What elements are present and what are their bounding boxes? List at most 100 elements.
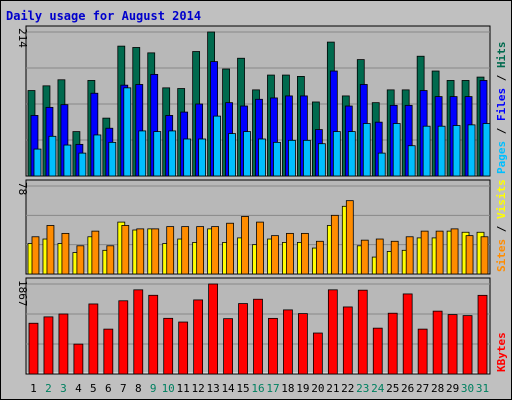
bar-sites-23 <box>360 239 369 275</box>
bar-kbytes-4 <box>73 343 84 375</box>
bar-sites-17 <box>271 235 279 275</box>
bar-kbytes-13 <box>208 283 218 375</box>
bar-pages-3 <box>63 144 72 177</box>
bar-pages-19 <box>303 139 311 177</box>
bar-pages-18 <box>288 139 296 177</box>
legend-sites-visits: Sites / Visits <box>495 179 508 272</box>
x-tick-label-13: 13 <box>206 382 219 395</box>
bar-sites-15 <box>241 216 249 275</box>
bar-sites-12 <box>196 226 205 275</box>
x-tick-label-4: 4 <box>75 382 82 395</box>
bar-pages-10 <box>168 130 177 177</box>
x-tick-label-18: 18 <box>281 382 294 395</box>
x-tick-label-1: 1 <box>30 382 37 395</box>
bar-pages-27 <box>422 125 431 177</box>
bar-sites-20 <box>315 240 324 275</box>
bar-sites-14 <box>226 222 234 275</box>
bar-pages-5 <box>93 134 102 177</box>
bar-sites-29 <box>450 228 459 275</box>
bar-pages-1 <box>33 148 42 177</box>
bar-kbytes-1 <box>28 322 39 375</box>
bar-sites-9 <box>151 228 160 275</box>
y-max-label: 214 <box>16 28 29 48</box>
x-tick-label-30: 30 <box>461 382 474 395</box>
bar-kbytes-10 <box>163 317 174 375</box>
x-tick-label-29: 29 <box>446 382 459 395</box>
bar-sites-31 <box>480 236 489 275</box>
bar-sites-13 <box>211 226 219 275</box>
legend-hits-files-pages: Pages / Files / Hits <box>495 42 508 175</box>
bar-kbytes-6 <box>103 328 114 375</box>
x-tick-label-20: 20 <box>311 382 324 395</box>
x-tick-label-23: 23 <box>356 382 369 395</box>
x-tick-label-22: 22 <box>341 382 354 395</box>
bar-kbytes-3 <box>58 313 69 375</box>
bar-pages-24 <box>377 152 386 177</box>
bar-sites-26 <box>405 236 414 275</box>
bar-pages-9 <box>153 131 162 177</box>
bar-kbytes-28 <box>432 310 443 375</box>
x-tick-label-27: 27 <box>416 382 429 395</box>
x-tick-label-11: 11 <box>177 382 190 395</box>
bar-sites-27 <box>420 230 429 275</box>
bar-pages-2 <box>48 135 57 177</box>
bar-kbytes-27 <box>417 328 428 375</box>
bar-pages-16 <box>258 138 266 177</box>
x-tick-label-28: 28 <box>431 382 444 395</box>
bar-kbytes-12 <box>193 299 204 375</box>
bar-kbytes-2 <box>43 316 54 375</box>
bar-kbytes-21 <box>327 289 338 375</box>
bar-sites-10 <box>166 226 175 275</box>
bar-kbytes-7 <box>118 300 129 375</box>
bar-pages-20 <box>317 143 326 177</box>
bar-kbytes-30 <box>462 315 473 375</box>
bar-kbytes-26 <box>402 293 413 375</box>
x-tick-label-14: 14 <box>221 382 235 395</box>
bar-kbytes-31 <box>477 294 488 375</box>
bar-pages-11 <box>183 138 192 177</box>
bar-kbytes-9 <box>148 294 159 375</box>
bar-pages-25 <box>392 123 401 177</box>
bar-pages-22 <box>347 131 356 177</box>
y-max-label: 78 <box>16 182 29 195</box>
bar-kbytes-17 <box>268 317 278 375</box>
x-tick-label-24: 24 <box>371 382 385 395</box>
bar-sites-11 <box>181 226 190 275</box>
bar-sites-7 <box>121 225 130 275</box>
bar-kbytes-18 <box>283 309 293 375</box>
bar-kbytes-8 <box>133 289 144 375</box>
bar-pages-6 <box>108 141 117 177</box>
x-tick-label-12: 12 <box>192 382 205 395</box>
bar-sites-3 <box>61 232 70 275</box>
bar-pages-4 <box>78 152 87 177</box>
x-tick-label-5: 5 <box>90 382 97 395</box>
x-tick-label-19: 19 <box>296 382 309 395</box>
chart-title: Daily usage for August 2014 <box>6 9 201 23</box>
y-max-label: 1867 <box>16 280 29 307</box>
bar-kbytes-14 <box>223 318 233 375</box>
bar-kbytes-29 <box>447 314 458 375</box>
bar-sites-24 <box>375 238 384 275</box>
bar-kbytes-19 <box>298 313 308 375</box>
x-tick-label-21: 21 <box>326 382 339 395</box>
bar-kbytes-25 <box>387 312 398 375</box>
bar-sites-4 <box>76 245 85 275</box>
x-tick-label-6: 6 <box>105 382 112 395</box>
x-tick-label-31: 31 <box>476 382 489 395</box>
bar-sites-30 <box>465 235 474 275</box>
x-tick-label-3: 3 <box>60 382 67 395</box>
bar-kbytes-11 <box>178 321 189 375</box>
bar-kbytes-24 <box>372 327 383 375</box>
x-tick-label-8: 8 <box>135 382 142 395</box>
x-tick-label-2: 2 <box>45 382 52 395</box>
bar-pages-13 <box>213 115 221 177</box>
bar-pages-29 <box>452 125 461 177</box>
bar-pages-28 <box>437 125 446 177</box>
bar-sites-5 <box>91 230 100 275</box>
bar-kbytes-22 <box>342 306 353 375</box>
x-tick-label-9: 9 <box>150 382 157 395</box>
bar-pages-14 <box>228 133 236 177</box>
bar-sites-6 <box>106 245 115 275</box>
bar-sites-18 <box>286 232 294 275</box>
